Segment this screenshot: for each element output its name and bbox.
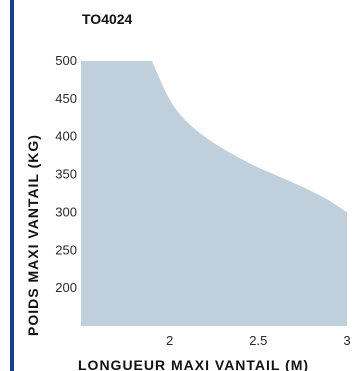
x-tick-label: 2 [166,333,173,348]
chart-title: TO4024 [82,11,133,27]
y-tick-label: 300 [55,204,77,219]
x-axis-ticks: 2 2.5 3 [166,333,351,348]
left-accent-bar [10,0,14,371]
y-tick-label: 500 [55,53,77,68]
y-axis-title: POIDS MAXI VANTAIL (KG) [25,134,41,336]
x-axis-title: LONGUEUR MAXI VANTAIL (M) [78,357,309,371]
y-tick-label: 400 [55,129,77,144]
x-tick-label: 3 [343,333,350,348]
y-tick-label: 250 [55,242,77,257]
capacity-area [81,61,347,326]
y-tick-label: 350 [55,167,77,182]
y-axis-ticks: 200 250 300 350 400 450 500 [55,53,77,295]
x-tick-label: 2.5 [249,333,267,348]
y-tick-label: 450 [55,91,77,106]
y-tick-label: 200 [55,280,77,295]
